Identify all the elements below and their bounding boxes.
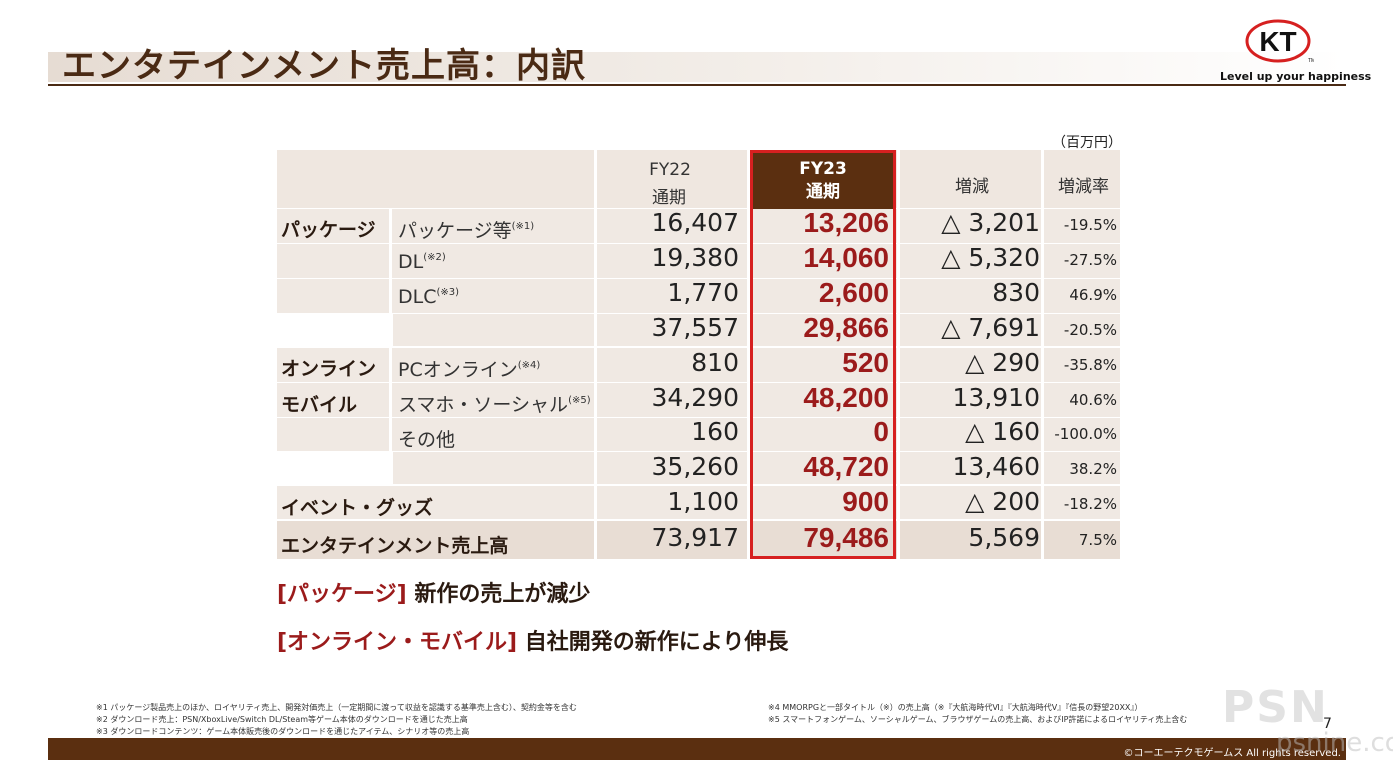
col-divider xyxy=(389,209,392,313)
page-number: 7 xyxy=(1323,716,1332,732)
fy23-highlight-box xyxy=(750,150,896,559)
value-change-rate: -100.0% xyxy=(1054,425,1117,443)
category-online-2: モバイル xyxy=(281,394,358,416)
value-fy23: 79,486 xyxy=(803,522,889,553)
value-change-rate: 46.9% xyxy=(1069,286,1117,304)
value-fy22: 35,260 xyxy=(651,452,739,481)
blank-cell xyxy=(277,314,393,346)
row-bg xyxy=(277,486,1120,519)
sub-label: DLC(※3) xyxy=(398,286,460,308)
kt-logo: KT TM xyxy=(1244,18,1315,64)
header-fy23-year: FY23 xyxy=(799,159,847,179)
header-change: 増減 xyxy=(955,177,989,197)
value-fy23: 520 xyxy=(842,347,889,378)
header-change-rate: 増減率 xyxy=(1058,177,1109,197)
row-bg xyxy=(277,348,1120,382)
value-fy23: 48,200 xyxy=(803,382,889,413)
value-fy23: 0 xyxy=(873,416,889,447)
footnote-2: ※2 ダウンロード売上：PSN/XboxLive/Switch DL/Steam… xyxy=(96,715,468,724)
bullet-online-mobile: [オンライン・モバイル] 自社開発の新作により伸長 xyxy=(277,630,789,655)
header-fy23: FY23 通期 xyxy=(753,153,893,209)
total-row-bg xyxy=(277,521,1120,559)
title-band xyxy=(48,52,1346,82)
row-bg xyxy=(277,383,1120,417)
value-fy22: 1,100 xyxy=(667,487,739,516)
category-package: パッケージ xyxy=(281,219,376,241)
tagline: Level up your happiness xyxy=(1220,70,1372,83)
value-change: △ 160 xyxy=(965,417,1040,446)
footnote-4: ※4 MMORPGと一部タイトル（※）の売上高（※『大航海時代Ⅵ』『大航海時代Ⅴ… xyxy=(768,703,1143,712)
value-fy23: 14,060 xyxy=(803,242,889,273)
row-bg xyxy=(393,314,1120,346)
value-fy23: 48,720 xyxy=(803,451,889,482)
category-online-1: オンライン xyxy=(281,358,377,380)
value-change: △ 290 xyxy=(965,348,1040,377)
page-title: エンタテインメント売上高：内訳 xyxy=(62,46,586,86)
value-change-rate: -19.5% xyxy=(1063,216,1117,234)
value-change: 830 xyxy=(992,278,1040,307)
col-divider xyxy=(389,348,392,451)
sub-label: PCオンライン(※4) xyxy=(398,359,541,381)
footnote-3: ※3 ダウンロードコンテンツ：ゲーム本体販売後のダウンロードを通じたアイテム、シ… xyxy=(96,727,470,736)
sub-label: DL(※2) xyxy=(398,251,446,273)
sub-label: その他 xyxy=(398,429,456,451)
category-event-goods: イベント・グッズ xyxy=(281,497,434,519)
copyright: ©コーエーテクモゲームス All rights reserved. xyxy=(1123,748,1341,759)
col-divider xyxy=(1041,150,1044,560)
header-fy22-period: 通期 xyxy=(652,188,686,208)
unit-label: （百万円） xyxy=(1052,135,1122,151)
value-change: △ 200 xyxy=(965,487,1040,516)
row-bg xyxy=(277,209,1120,243)
sub-label: パッケージ等(※1) xyxy=(398,220,535,242)
value-change-rate: 38.2% xyxy=(1069,460,1117,478)
value-fy22: 810 xyxy=(691,348,739,377)
value-change-rate: 7.5% xyxy=(1078,531,1117,549)
value-change-rate: -20.5% xyxy=(1063,321,1117,339)
value-fy23: 2,600 xyxy=(818,277,889,308)
value-fy22: 34,290 xyxy=(651,383,739,412)
header-fy22-year: FY22 xyxy=(649,160,691,180)
col-divider xyxy=(897,150,900,560)
value-fy23: 900 xyxy=(842,486,889,517)
value-change-rate: -18.2% xyxy=(1063,495,1117,513)
value-change-rate: -35.8% xyxy=(1063,356,1117,374)
value-fy22: 73,917 xyxy=(651,523,739,552)
title-underline xyxy=(48,84,1346,86)
value-change: 5,569 xyxy=(968,523,1040,552)
value-change-rate: 40.6% xyxy=(1069,391,1117,409)
col-divider xyxy=(747,150,750,560)
value-change: △ 3,201 xyxy=(941,208,1040,237)
value-fy23: 29,866 xyxy=(803,312,889,343)
footer-bar xyxy=(48,738,1346,760)
row-bg xyxy=(277,279,1120,313)
value-change: △ 5,320 xyxy=(941,243,1040,272)
watermark-url: psnine.com xyxy=(1276,728,1393,758)
value-fy22: 160 xyxy=(691,417,739,446)
row-bg xyxy=(277,244,1120,278)
watermark-logo: PSN xyxy=(1222,682,1329,733)
sales-table xyxy=(277,150,1120,560)
row-bg xyxy=(393,452,1120,484)
table-header-bg xyxy=(277,150,1120,208)
logo-text: KT xyxy=(1259,26,1296,57)
value-fy22: 19,380 xyxy=(651,243,739,272)
blank-cell xyxy=(277,452,393,484)
value-change: △ 7,691 xyxy=(941,313,1040,342)
sub-label: スマホ・ソーシャル(※5) xyxy=(398,394,591,416)
value-change: 13,460 xyxy=(952,452,1040,481)
header-fy23-period: 通期 xyxy=(806,182,840,202)
value-fy22: 16,407 xyxy=(651,208,739,237)
col-divider xyxy=(594,150,597,560)
value-fy22: 1,770 xyxy=(667,278,739,307)
row-bg xyxy=(277,418,1120,451)
bullet-package: [パッケージ] 新作の売上が減少 xyxy=(277,582,591,607)
category-total: エンタテインメント売上高 xyxy=(281,535,509,557)
footnote-5: ※5 スマートフォンゲーム、ソーシャルゲーム、ブラウザゲームの売上高、およびIP… xyxy=(768,715,1188,724)
value-fy23: 13,206 xyxy=(803,207,889,238)
value-change-rate: -27.5% xyxy=(1063,251,1117,269)
footnote-1: ※1 パッケージ製品売上のほか、ロイヤリティ売上、開発対価売上（一定期間に渡って… xyxy=(96,703,577,712)
value-fy22: 37,557 xyxy=(651,313,739,342)
value-change: 13,910 xyxy=(952,383,1040,412)
logo-tm: TM xyxy=(1308,58,1314,64)
